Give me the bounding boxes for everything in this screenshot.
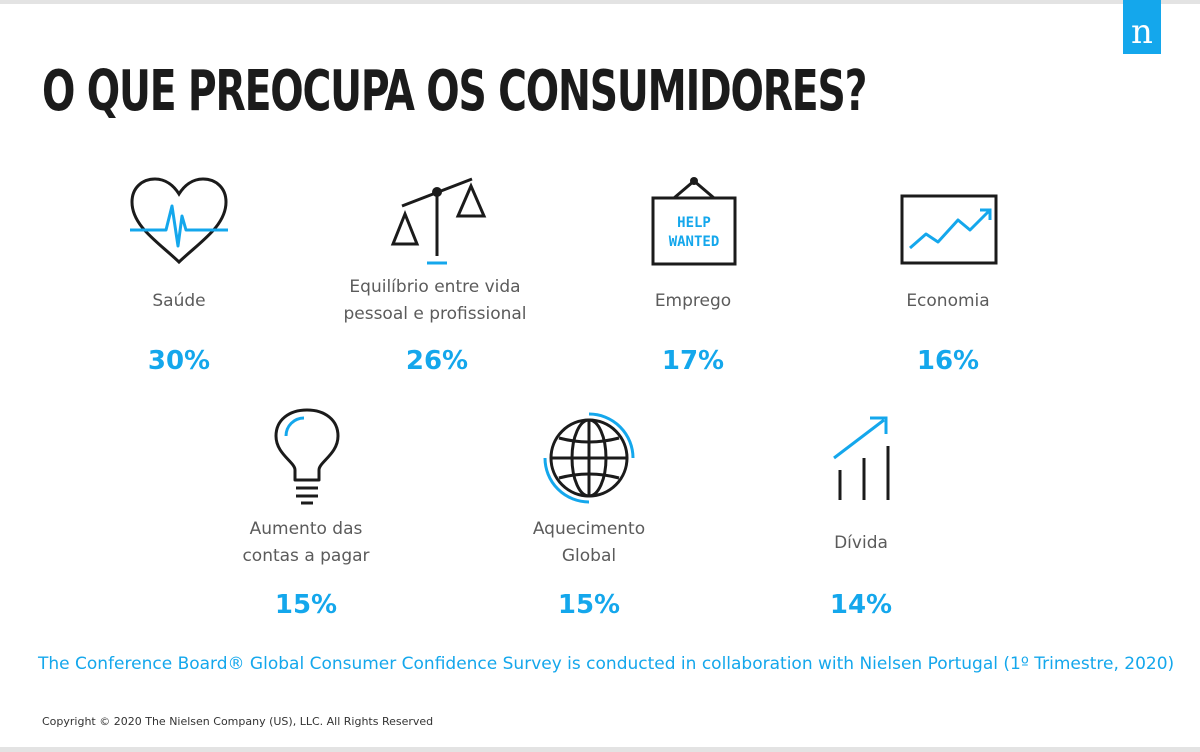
help-wanted-sign-icon: HELP WANTED [651,177,737,266]
survey-footnote: The Conference Board® Global Consumer Co… [38,654,1175,674]
concern-label-line: Equilíbrio entre vida [349,277,521,297]
concern-label-divida: Dívida [834,533,888,553]
concern-percent-aquecimento: 15% [557,590,621,620]
copyright-text: Copyright © 2020 The Nielsen Company (US… [42,715,434,728]
concern-label-aquecimento: Aquecimento Global [469,516,709,570]
lightbulb-icon [274,408,340,505]
concern-percent-economia: 16% [916,346,980,376]
concern-label-line: contas a pagar [242,546,370,566]
concern-label-emprego: Emprego [654,291,732,311]
concern-label-line: Aquecimento [532,519,646,539]
concern-percent-emprego: 17% [661,346,725,376]
bottom-border [0,747,1200,752]
nielsen-logo: n [1123,0,1161,54]
growth-bars-icon [833,416,890,500]
rising-chart-icon [900,194,998,265]
globe-icon [543,412,635,504]
top-border [0,0,1200,4]
concern-percent-equilibrio: 26% [405,346,469,376]
concern-percent-saude: 30% [147,346,211,376]
sign-text-wanted: WANTED [669,234,720,250]
concern-label-line: pessoal e profissional [343,304,527,324]
logo-letter: n [1131,12,1153,52]
sign-text-help: HELP [677,215,711,231]
concern-label-economia: Economia [906,291,990,311]
heart-pulse-icon [130,177,228,265]
concern-label-line: Aumento das [249,519,363,539]
page-title: O QUE PREOCUPA OS CONSUMIDORES? [42,59,867,124]
concern-label-saude: Saúde [152,291,206,311]
concern-label-contas: Aumento das contas a pagar [186,516,426,570]
concern-label-line: Global [561,546,617,566]
concern-percent-divida: 14% [829,590,893,620]
scales-icon [390,177,487,265]
concern-label-equilibrio: Equilíbrio entre vida pessoal e profissi… [315,274,555,328]
concern-percent-contas: 15% [274,590,338,620]
